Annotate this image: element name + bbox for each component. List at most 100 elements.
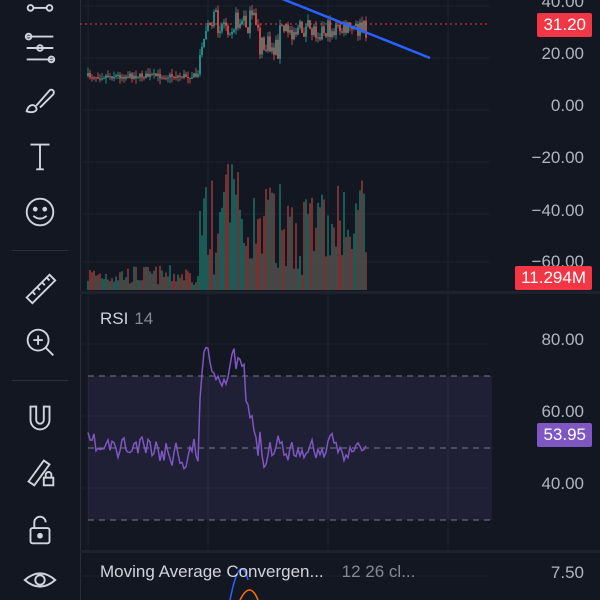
- pattern-icon[interactable]: [18, 0, 62, 26]
- candle-body: [171, 74, 173, 77]
- volume-bar: [151, 273, 153, 290]
- candle-body: [167, 77, 169, 79]
- candle-body: [145, 73, 147, 79]
- volume-bar: [257, 219, 259, 290]
- candle-body: [251, 10, 253, 16]
- zoom-in-icon[interactable]: [18, 322, 62, 362]
- volume-bar: [177, 274, 179, 290]
- candle-body: [131, 73, 133, 79]
- lock-drawing-icon[interactable]: [18, 452, 62, 492]
- candle-body: [233, 29, 235, 33]
- macd-title: Moving Average Convergen...: [100, 562, 324, 581]
- candle-body: [155, 73, 157, 76]
- candle-body: [287, 24, 289, 33]
- candle-body: [95, 77, 97, 79]
- candle-body: [107, 75, 109, 78]
- candle-body: [311, 28, 313, 36]
- candle-body: [285, 24, 287, 32]
- price-axis-label: −40.00: [531, 201, 584, 220]
- macd-legend[interactable]: Moving Average Convergen... 12 26 cl...: [100, 562, 415, 582]
- volume-bar: [283, 229, 285, 290]
- candle-body: [223, 22, 225, 25]
- volume-bar: [247, 237, 249, 290]
- volume-bar: [223, 191, 225, 290]
- candle-body: [153, 73, 155, 75]
- volume-bar: [259, 218, 261, 290]
- price-axis-label: −20.00: [531, 148, 584, 167]
- volume-bar: [343, 191, 345, 290]
- candle-body: [291, 30, 293, 40]
- rsi-legend[interactable]: RSI 14: [100, 309, 153, 329]
- candle-body: [133, 75, 135, 79]
- candle-body: [173, 76, 175, 78]
- candle-body: [237, 12, 239, 28]
- candle-body: [103, 78, 105, 80]
- candle-body: [343, 22, 345, 33]
- text-icon[interactable]: [18, 136, 62, 176]
- volume-bar: [337, 185, 339, 290]
- candle-body: [105, 75, 107, 79]
- volume-bar: [115, 276, 117, 290]
- emoji-icon[interactable]: [18, 192, 62, 232]
- pane-separator[interactable]: [80, 550, 600, 553]
- candle-body: [91, 77, 93, 79]
- volume-bar: [363, 193, 365, 290]
- fib-retracement-icon[interactable]: [18, 28, 62, 68]
- volume-bar: [293, 268, 295, 290]
- candle-body: [331, 31, 333, 38]
- volume-bar: [121, 271, 123, 290]
- candle-body: [249, 10, 251, 34]
- candle-body: [219, 31, 221, 34]
- ruler-icon[interactable]: [18, 268, 62, 308]
- candle-body: [255, 12, 257, 25]
- candle-body: [199, 55, 201, 75]
- volume-bar: [173, 273, 175, 290]
- candle-body: [89, 73, 91, 78]
- volume-bar: [307, 213, 309, 290]
- candle-body: [229, 34, 231, 36]
- candle-body: [111, 76, 113, 79]
- volume-bar: [355, 203, 357, 290]
- volume-bar: [325, 256, 327, 290]
- price-axis-label: 20.00: [541, 44, 584, 63]
- candle-body: [269, 36, 271, 52]
- volume-bar: [359, 190, 361, 290]
- volume-bar: [241, 219, 243, 290]
- candle-body: [325, 33, 327, 37]
- brush-icon[interactable]: [18, 80, 62, 120]
- candle-body: [225, 22, 227, 26]
- candle-body: [185, 74, 187, 77]
- chart-canvas[interactable]: [80, 0, 600, 600]
- candle-body: [365, 20, 367, 38]
- pane-separator[interactable]: [80, 291, 600, 294]
- candle-body: [177, 75, 179, 78]
- candle-body: [299, 21, 301, 28]
- candle-body: [355, 23, 357, 27]
- eye-icon[interactable]: [18, 560, 62, 600]
- volume-bar: [365, 252, 367, 290]
- volume-bar: [321, 194, 323, 290]
- volume-bar: [351, 248, 353, 290]
- volume-bar: [353, 233, 355, 290]
- volume-bar: [317, 202, 319, 290]
- candle-body: [149, 74, 151, 77]
- volume-bar: [171, 281, 173, 290]
- volume-bar: [233, 179, 235, 290]
- chart-area[interactable]: 40.00 20.00 0.00 −20.00 −40.00 −60.00 31…: [80, 0, 600, 600]
- candle-body: [157, 73, 159, 76]
- magnet-icon[interactable]: [18, 398, 62, 438]
- candle-body: [297, 27, 299, 35]
- volume-bar: [165, 272, 167, 290]
- unlock-icon[interactable]: [18, 510, 62, 550]
- volume-bar: [253, 197, 255, 290]
- candle-body: [265, 49, 267, 51]
- candle-body: [135, 75, 137, 79]
- volume-bar: [89, 269, 91, 290]
- volume-bar: [127, 268, 129, 290]
- candle-body: [315, 26, 317, 38]
- last-price-tag: 31.20: [537, 13, 592, 37]
- volume-bar: [289, 216, 291, 290]
- volume-bar: [281, 230, 283, 290]
- volume-bar: [201, 235, 203, 290]
- volume-bar: [163, 276, 165, 290]
